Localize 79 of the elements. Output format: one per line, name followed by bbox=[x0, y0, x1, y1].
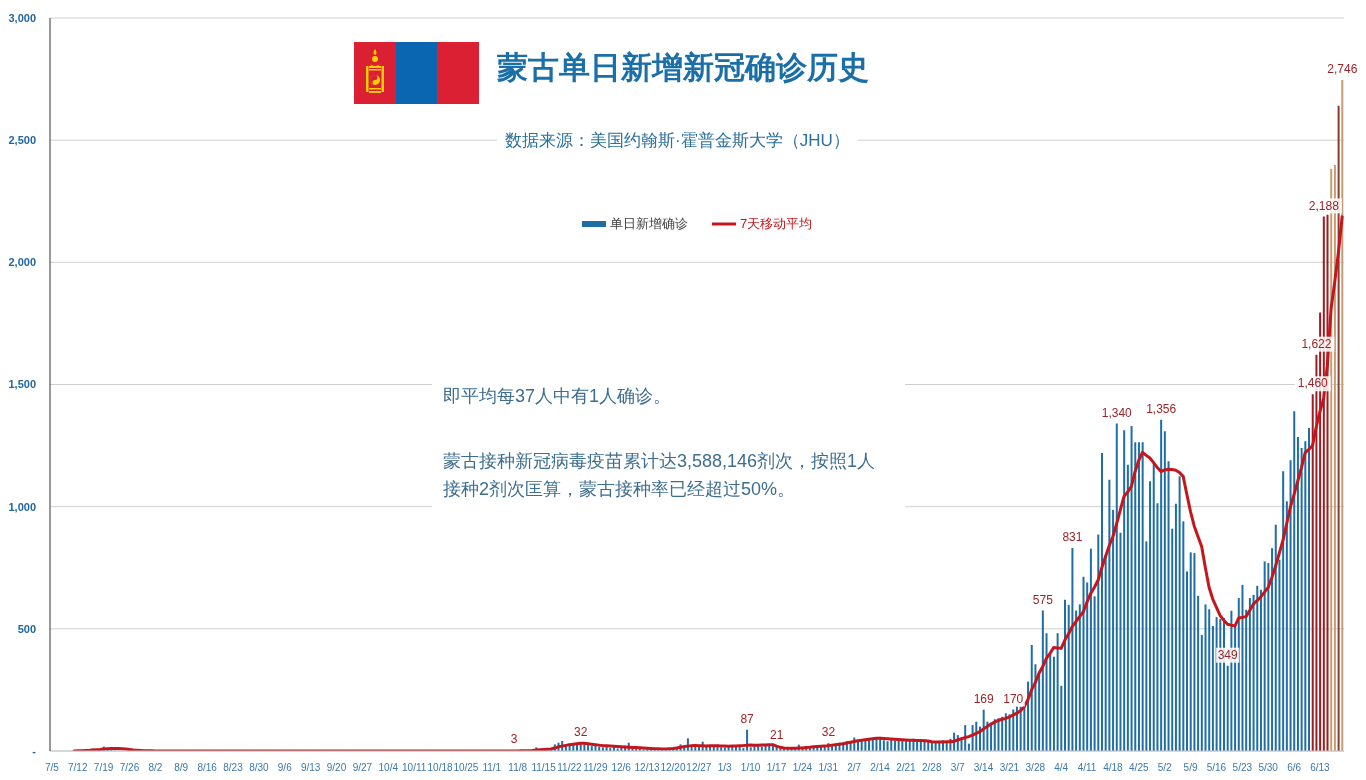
x-tick-label: 2/28 bbox=[922, 762, 942, 773]
data-label: 2,746 bbox=[1327, 62, 1358, 77]
x-tick-label: 7/26 bbox=[119, 762, 140, 773]
x-tick-label: 5/2 bbox=[1157, 762, 1173, 773]
data-label: 3 bbox=[510, 732, 518, 747]
y-tick-label: 2,500 bbox=[8, 134, 36, 147]
data-label: 87 bbox=[740, 711, 755, 726]
x-tick-label: 4/25 bbox=[1129, 762, 1149, 773]
x-tick-label: 4/4 bbox=[1054, 762, 1069, 773]
y-tick-label: 1,500 bbox=[8, 378, 36, 391]
y-tick-label: 500 bbox=[17, 622, 36, 635]
x-tick-label: 9/27 bbox=[352, 762, 373, 773]
x-tick-label: 7/5 bbox=[44, 762, 60, 773]
y-tick-label: - bbox=[32, 744, 37, 757]
x-tick-label: 3/14 bbox=[973, 762, 994, 773]
x-tick-label: 12/20 bbox=[660, 762, 686, 773]
y-tick-label: 2,000 bbox=[8, 256, 36, 269]
x-tick-label: 7/19 bbox=[93, 762, 114, 773]
y-tick-label: 1,000 bbox=[8, 500, 36, 513]
annotation: 即平均每37人中有1人确诊。 bbox=[443, 385, 673, 408]
x-tick-label: 5/30 bbox=[1258, 762, 1279, 773]
x-tick-label: 9/6 bbox=[277, 762, 293, 773]
x-tick-label: 3/7 bbox=[950, 762, 966, 773]
x-tick-label: 8/9 bbox=[174, 762, 189, 773]
x-tick-label: 5/23 bbox=[1232, 762, 1253, 773]
x-tick-label: 11/29 bbox=[583, 762, 608, 773]
x-tick-label: 12/13 bbox=[634, 762, 661, 773]
x-tick-label: 11/1 bbox=[482, 762, 502, 773]
data-label: 1,340 bbox=[1101, 405, 1133, 420]
x-tick-label: 4/11 bbox=[1077, 762, 1097, 773]
x-tick-label: 10/4 bbox=[378, 762, 399, 773]
data-label: 21 bbox=[769, 728, 784, 743]
data-label: 1,460 bbox=[1297, 376, 1329, 391]
x-tick-label: 1/17 bbox=[766, 762, 787, 773]
x-tick-label: 2/14 bbox=[870, 762, 891, 773]
x-tick-label: 8/2 bbox=[148, 762, 163, 773]
x-tick-label: 9/20 bbox=[326, 762, 347, 773]
data-label: 2,188 bbox=[1308, 198, 1340, 213]
data-label: 170 bbox=[1003, 691, 1024, 706]
x-tick-label: 1/3 bbox=[717, 762, 733, 773]
y-tick-label: 3,000 bbox=[8, 11, 36, 24]
x-tick-label: 8/23 bbox=[223, 762, 244, 773]
x-tick-label: 10/25 bbox=[453, 762, 479, 773]
x-tick-label: 11/15 bbox=[531, 762, 557, 773]
data-label: 169 bbox=[973, 691, 995, 706]
x-tick-label: 4/18 bbox=[1103, 762, 1124, 773]
x-tick-label: 6/6 bbox=[1287, 762, 1302, 773]
x-tick-label: 11/8 bbox=[508, 762, 528, 773]
data-label: 831 bbox=[1062, 530, 1083, 545]
x-tick-label: 12/6 bbox=[611, 762, 632, 773]
x-tick-label: 1/24 bbox=[792, 762, 813, 773]
x-tick-label: 2/7 bbox=[847, 762, 862, 773]
x-tick-label: 5/16 bbox=[1206, 762, 1227, 773]
x-tick-label: 7/12 bbox=[67, 762, 88, 773]
x-tick-label: 6/13 bbox=[1310, 762, 1331, 773]
x-tick-label: 2/21 bbox=[896, 762, 917, 773]
x-tick-label: 10/18 bbox=[427, 762, 453, 773]
text: 蒙古单日新增新冠确诊历史 bbox=[497, 49, 869, 87]
text: 数据来源：美国约翰斯·霍普金斯大学（JHU） bbox=[497, 129, 858, 153]
data-label: 32 bbox=[821, 725, 836, 740]
x-tick-label: 1/31 bbox=[818, 762, 839, 773]
annotation: 蒙古接种新冠病毒疫苗累计达3,588,146剂次，按照1人接种2剂次匡算，蒙古接种率已经超过50%。 bbox=[443, 450, 877, 501]
x-tick-label: 12/27 bbox=[686, 762, 712, 773]
data-label: 1,622 bbox=[1301, 336, 1332, 351]
data-label: 575 bbox=[1032, 592, 1054, 607]
x-tick-label: 11/22 bbox=[557, 762, 583, 773]
x-tick-label: 1/10 bbox=[740, 762, 761, 773]
x-tick-label: 8/30 bbox=[249, 762, 270, 773]
x-tick-label: 8/16 bbox=[197, 762, 218, 773]
x-tick-label: 5/9 bbox=[1183, 762, 1198, 773]
data-label: 1,356 bbox=[1146, 401, 1177, 416]
data-label: 349 bbox=[1217, 647, 1239, 662]
x-tick-label: 3/28 bbox=[1025, 762, 1046, 773]
x-tick-label: 9/13 bbox=[300, 762, 321, 773]
data-label: 32 bbox=[574, 725, 588, 740]
x-tick-label: 3/21 bbox=[999, 762, 1020, 773]
x-tick-label: 10/11 bbox=[402, 762, 427, 773]
legend-label: 7天移动平均 bbox=[739, 215, 813, 233]
legend-label: 单日新增确诊 bbox=[609, 215, 688, 233]
